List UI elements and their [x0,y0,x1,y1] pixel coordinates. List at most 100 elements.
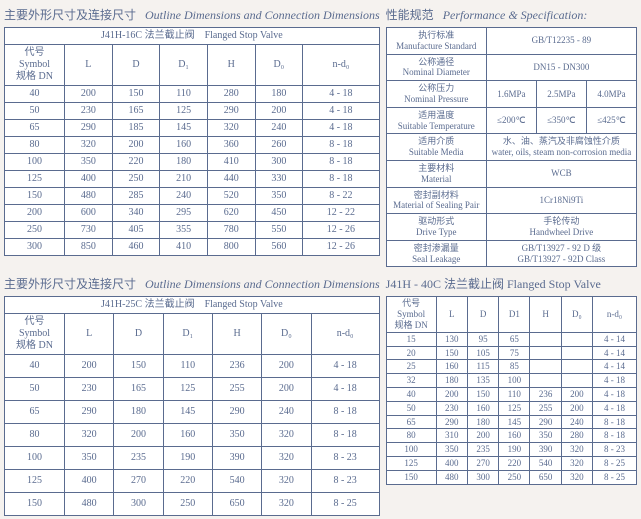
table-cell: 240 [262,401,311,424]
table-cell: 8 - 23 [311,447,379,470]
table-cell: 220 [499,456,530,470]
spec-row: 执行标准Manufacture StandardGB/T12235 - 89 [386,28,636,55]
table-cell: 80 [5,137,65,154]
table-cell: 110 [160,86,208,103]
table-cell: 4 - 18 [303,86,380,103]
table-cell [530,332,561,346]
spec-value: 4.0MPa [586,81,636,108]
spec-value: 1.6MPa [486,81,536,108]
table-cell: 200 [436,387,467,401]
table-cell: 650 [212,493,261,516]
table-cell: 40 [5,355,65,378]
table-row: 25160115854 - 14 [386,360,636,374]
table-cell: 200 [114,424,163,447]
table-cell: 410 [160,239,208,256]
table-cell: 300 [114,493,163,516]
table-cell: 320 [262,470,311,493]
table-cell: 650 [530,470,561,484]
table-16c: J41H-16C 法兰截止阀 Flanged Stop Valve 代号 Sym… [4,27,380,256]
table-cell: 12 - 22 [303,205,380,222]
spec-title: 性能规范 Performance & Specification: [386,6,637,23]
table-cell: 8 - 25 [593,456,637,470]
table-cell: 150 [386,470,436,484]
table-cell: 4 - 18 [311,378,379,401]
table-cell: 290 [207,103,255,120]
table-cell: 190 [499,443,530,457]
table-cell: 4 - 14 [593,332,637,346]
table-cell: 400 [65,171,113,188]
table-cell: 330 [255,171,303,188]
table-row: 502301651252902004 - 18 [5,103,380,120]
spec-value: ≤350℃ [536,107,586,134]
table-cell: 540 [212,470,261,493]
table-row: 402001501102362004 - 18 [5,355,380,378]
table-cell: 450 [255,205,303,222]
table-40c: 代号 Symbol 规格 DN L D D1 H D₀ n-d₀ 1513095… [386,296,637,484]
table-cell: 150 [5,493,65,516]
table-cell: 480 [436,470,467,484]
table-cell: 160 [163,424,212,447]
table-cell: 350 [530,429,561,443]
table-row: 1254002702205403208 - 23 [5,470,380,493]
table-cell: 320 [262,447,311,470]
table-cell: 8 - 18 [303,154,380,171]
table-cell: 180 [436,374,467,388]
table-row: 803202001603503208 - 18 [5,424,380,447]
table-cell: 480 [65,493,114,516]
table-cell: 12 - 26 [303,222,380,239]
table-cell: 285 [112,188,160,205]
table-cell: 125 [163,378,212,401]
spec-row: 适用温度Suitable Temperature≤200℃≤350℃≤425℃ [386,107,636,134]
table-cell: 250 [499,470,530,484]
table-cell: 80 [5,424,65,447]
table-cell: 4 - 18 [593,401,637,415]
table-cell: 125 [5,470,65,493]
table-cell: 8 - 18 [311,424,379,447]
table-row: 652901801452902408 - 18 [386,415,636,429]
table-cell: 100 [386,443,436,457]
symbol-header: 代号 Symbol 规格 DN [5,45,65,86]
table-cell: 220 [112,154,160,171]
table-cell: 130 [436,332,467,346]
table-cell: 32 [386,374,436,388]
spec-row: 密封渗漏量Seal LeakageGB/T13927 - 92 D 级GB/T1… [386,240,636,267]
table-cell: 220 [163,470,212,493]
table-cell: 320 [561,443,592,457]
table-row: 1003502351903903208 - 23 [5,447,380,470]
table-cell: 230 [65,103,113,120]
table-row: 652901801452902408 - 18 [5,401,380,424]
table-25c: J41H-25C 法兰截止阀 Flanged Stop Valve 代号 Sym… [4,296,380,516]
table-cell: 320 [207,120,255,137]
spec-value: ≤200℃ [486,107,536,134]
table-cell: 4 - 14 [593,360,637,374]
section1-title: 主要外形尺寸及连接尺寸 Outline Dimensions and Conne… [4,6,380,23]
table-cell: 270 [467,456,498,470]
table-cell [530,346,561,360]
spec-value: 手轮传动Handwheel Drive [486,214,636,241]
table-cell: 125 [386,456,436,470]
table-cell: 95 [467,332,498,346]
table-row: 502301601252552004 - 18 [386,401,636,415]
table-cell: 300 [255,154,303,171]
table-cell: 100 [5,154,65,171]
table-cell: 400 [436,456,467,470]
table-cell: 290 [436,415,467,429]
table-cell: 200 [255,103,303,120]
table-cell: 150 [436,346,467,360]
table-cell: 200 [65,86,113,103]
table-cell: 800 [207,239,255,256]
table-cell [561,374,592,388]
table-row: 30085046041080056012 - 26 [5,239,380,256]
table-cell: 200 [5,205,65,222]
table-cell: 360 [207,137,255,154]
table-cell: 8 - 23 [593,443,637,457]
table-cell: 255 [530,401,561,415]
table-cell: 4 - 18 [311,355,379,378]
spec-value: DN15 - DN300 [486,54,636,81]
spec-title-cn: 性能规范 [386,8,434,22]
table-cell [561,360,592,374]
spec-value: 1Cr18Ni9Ti [486,187,636,214]
table-cell: 65 [386,415,436,429]
table-cell: 8 - 18 [593,429,637,443]
table-cell: 290 [212,401,261,424]
